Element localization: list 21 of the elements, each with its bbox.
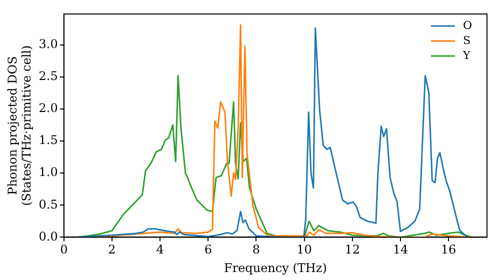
x-tick-label: 4 [156, 242, 164, 257]
y-tick-label: 3.0 [38, 36, 58, 51]
x-tick-label: 6 [204, 242, 212, 257]
x-tick-label: 0 [60, 242, 68, 257]
legend-label: Y [462, 48, 471, 62]
y-tick-label: 0.5 [38, 197, 58, 212]
y-tick-label: 0.0 [38, 229, 58, 244]
x-tick-label: 16 [440, 242, 456, 257]
y-tick-label: 1.5 [38, 133, 58, 148]
x-tick-label: 8 [252, 242, 260, 257]
x-tick-label: 12 [344, 242, 360, 257]
y-tick-label: 1.0 [38, 165, 58, 180]
x-tick-label: 10 [296, 242, 312, 257]
y-axis-title: Phonon projected DOS (States/THz·primitive cell) [5, 45, 34, 206]
x-axis-title: Frequency (THz) [224, 260, 327, 275]
legend-label: S [463, 34, 471, 47]
x-tick-label: 14 [392, 242, 408, 257]
x-tick-label: 2 [108, 242, 116, 257]
y-tick-label: 2.5 [38, 68, 58, 83]
legend-label: O [463, 18, 472, 32]
y-tick-label: 2.0 [38, 101, 58, 116]
